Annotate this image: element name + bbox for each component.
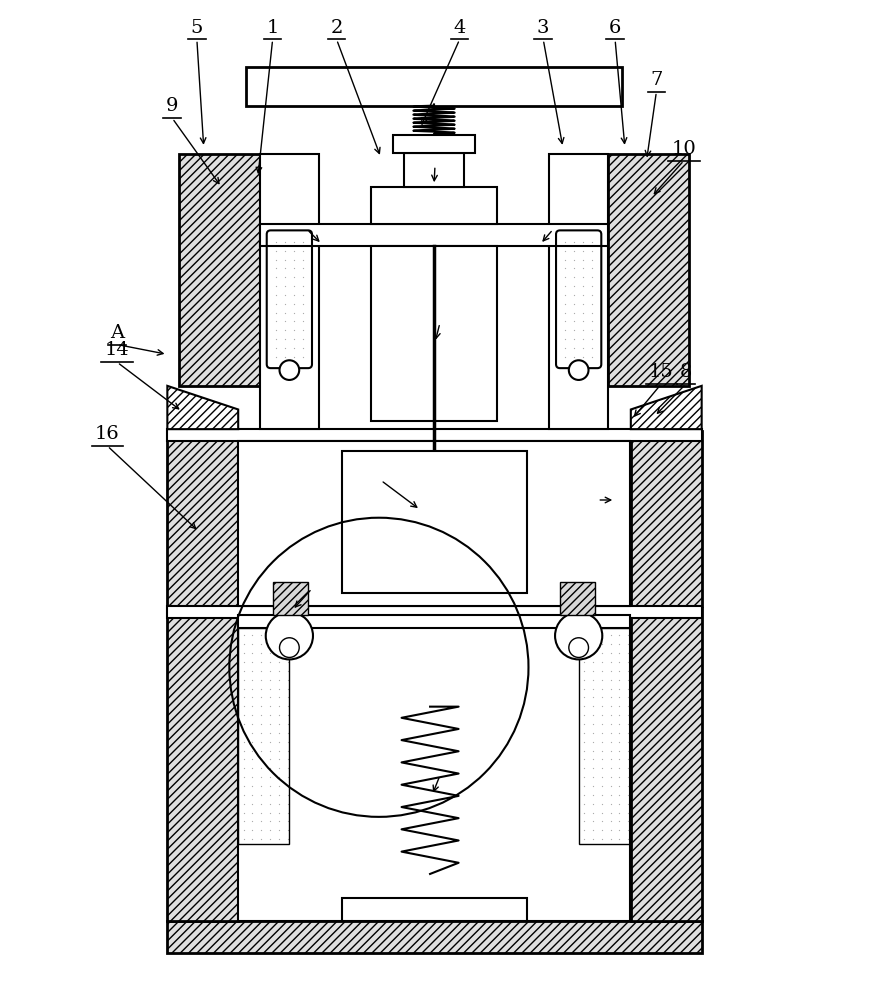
Bar [272,582,308,615]
Text: 15: 15 [648,363,673,381]
Bar [167,431,238,606]
Bar [179,154,260,386]
Bar [578,628,629,844]
Circle shape [568,360,587,380]
Bar [238,441,629,606]
Text: 4: 4 [453,19,465,37]
Text: 9: 9 [166,97,178,115]
Text: 14: 14 [104,341,129,359]
Bar [370,246,496,421]
Bar [167,921,701,953]
Circle shape [279,360,299,380]
Bar [342,451,526,593]
Bar [238,628,289,844]
Text: 6: 6 [608,19,620,37]
Bar [167,606,701,618]
Bar [238,618,629,921]
Bar [342,898,526,921]
Bar [167,608,238,921]
Text: 16: 16 [95,425,120,443]
Text: 3: 3 [536,19,549,37]
Bar [238,615,629,628]
Text: 10: 10 [671,140,695,158]
Bar [370,187,496,224]
Circle shape [279,638,299,657]
Text: 2: 2 [330,19,342,37]
Text: 8: 8 [679,363,692,381]
Bar [260,154,319,429]
Bar [607,154,688,386]
Bar [246,67,621,106]
Bar [548,154,607,429]
Bar [260,224,607,246]
Bar [404,153,463,187]
Circle shape [265,612,313,659]
Bar [167,429,701,441]
Bar [630,608,701,921]
Polygon shape [630,386,701,429]
Text: A: A [110,324,124,342]
Circle shape [568,638,587,657]
Bar [630,431,701,606]
Text: 7: 7 [649,71,662,89]
Bar [392,135,474,153]
Text: 1: 1 [266,19,278,37]
Bar [560,582,594,615]
Text: 5: 5 [190,19,202,37]
Circle shape [554,612,601,659]
Polygon shape [167,386,238,429]
